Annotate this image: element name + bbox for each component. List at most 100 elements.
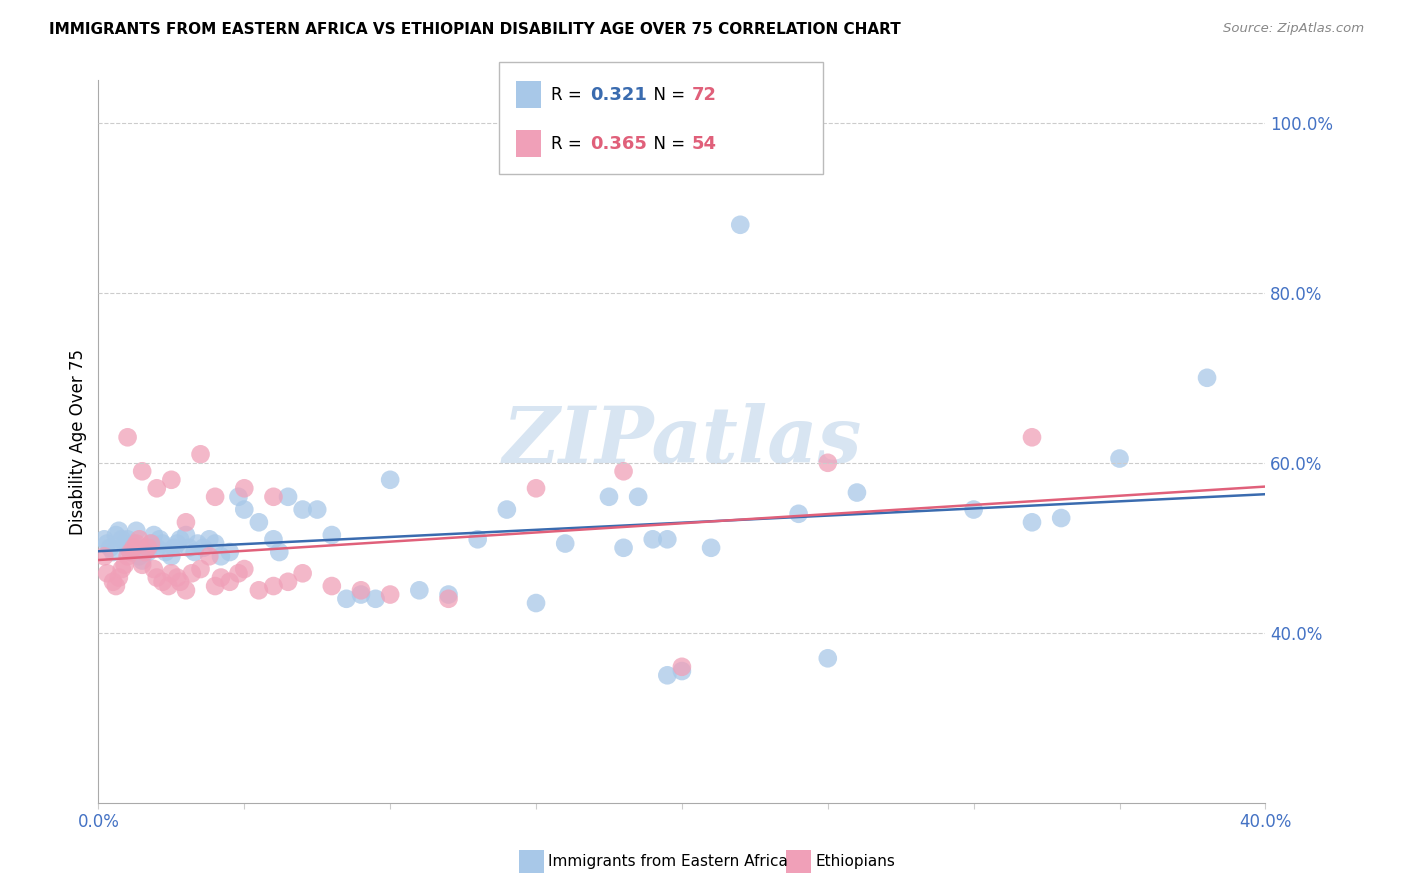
Point <box>247 583 270 598</box>
Point <box>183 545 205 559</box>
Point <box>1050 511 1073 525</box>
Point <box>437 591 460 606</box>
Point <box>152 536 174 550</box>
Point <box>817 651 839 665</box>
Point <box>467 533 489 547</box>
Point <box>128 549 150 564</box>
Point <box>160 549 183 564</box>
Point <box>233 502 256 516</box>
Point <box>730 218 752 232</box>
Point <box>114 558 136 572</box>
Point <box>204 579 226 593</box>
Text: IMMIGRANTS FROM EASTERN AFRICA VS ETHIOPIAN DISABILITY AGE OVER 75 CORRELATION C: IMMIGRANTS FROM EASTERN AFRICA VS ETHIOP… <box>49 22 901 37</box>
Point <box>114 536 136 550</box>
Point <box>291 566 314 581</box>
Point <box>101 574 124 589</box>
Point <box>627 490 650 504</box>
Point <box>269 545 291 559</box>
Point <box>177 541 200 555</box>
Point <box>134 541 156 555</box>
Point <box>209 570 232 584</box>
Point <box>122 536 145 550</box>
Point <box>117 430 139 444</box>
Point <box>307 502 329 516</box>
Text: R =: R = <box>551 86 588 103</box>
Point <box>174 528 197 542</box>
Point <box>111 562 134 576</box>
Point <box>277 490 299 504</box>
Point <box>104 579 127 593</box>
Point <box>155 545 177 559</box>
Point <box>117 541 139 555</box>
Point <box>193 541 215 555</box>
Point <box>1021 516 1043 530</box>
Point <box>174 516 197 530</box>
Point <box>612 464 634 478</box>
Point <box>524 481 547 495</box>
Point <box>131 558 153 572</box>
Point <box>204 490 226 504</box>
Point <box>146 481 169 495</box>
Point <box>321 579 343 593</box>
Point <box>598 490 620 504</box>
Point <box>134 545 156 559</box>
Point <box>142 528 165 542</box>
Point <box>1195 371 1218 385</box>
Point <box>233 481 256 495</box>
Point <box>136 541 159 555</box>
Point <box>671 664 693 678</box>
Point <box>96 566 118 581</box>
Point <box>166 536 188 550</box>
Text: ZIPatlas: ZIPatlas <box>502 403 862 480</box>
Point <box>524 596 547 610</box>
Point <box>142 562 165 576</box>
Point <box>262 490 284 504</box>
Text: Ethiopians: Ethiopians <box>815 855 896 869</box>
Point <box>198 533 221 547</box>
Point <box>612 541 634 555</box>
Point <box>190 562 212 576</box>
Point <box>152 574 174 589</box>
Point <box>1108 451 1130 466</box>
Text: 0.321: 0.321 <box>591 86 647 103</box>
Point <box>321 528 343 542</box>
Point <box>93 533 115 547</box>
Point <box>122 541 145 555</box>
Point <box>291 502 314 516</box>
Text: 0.365: 0.365 <box>591 135 647 153</box>
Point <box>233 562 256 576</box>
Point <box>146 541 169 555</box>
Point <box>163 541 186 555</box>
Point <box>160 473 183 487</box>
Text: 72: 72 <box>692 86 717 103</box>
Point <box>139 536 162 550</box>
Point <box>437 588 460 602</box>
Point <box>364 591 387 606</box>
Point <box>408 583 430 598</box>
Point <box>125 524 148 538</box>
Point <box>111 533 134 547</box>
Text: 54: 54 <box>692 135 717 153</box>
Point <box>228 566 250 581</box>
Point <box>657 533 679 547</box>
Point <box>157 579 180 593</box>
Text: Immigrants from Eastern Africa: Immigrants from Eastern Africa <box>548 855 789 869</box>
Point <box>846 485 869 500</box>
Point <box>228 490 250 504</box>
Y-axis label: Disability Age Over 75: Disability Age Over 75 <box>69 349 87 534</box>
Point <box>204 536 226 550</box>
Point <box>1021 430 1043 444</box>
Point <box>277 574 299 589</box>
Point <box>136 545 159 559</box>
Point <box>139 536 162 550</box>
Point <box>120 545 142 559</box>
Point <box>117 533 139 547</box>
Point <box>131 464 153 478</box>
Point <box>554 536 576 550</box>
Point <box>350 588 373 602</box>
Point <box>149 533 172 547</box>
Point <box>96 536 118 550</box>
Point <box>169 574 191 589</box>
Point <box>98 541 121 555</box>
Text: N =: N = <box>643 135 690 153</box>
